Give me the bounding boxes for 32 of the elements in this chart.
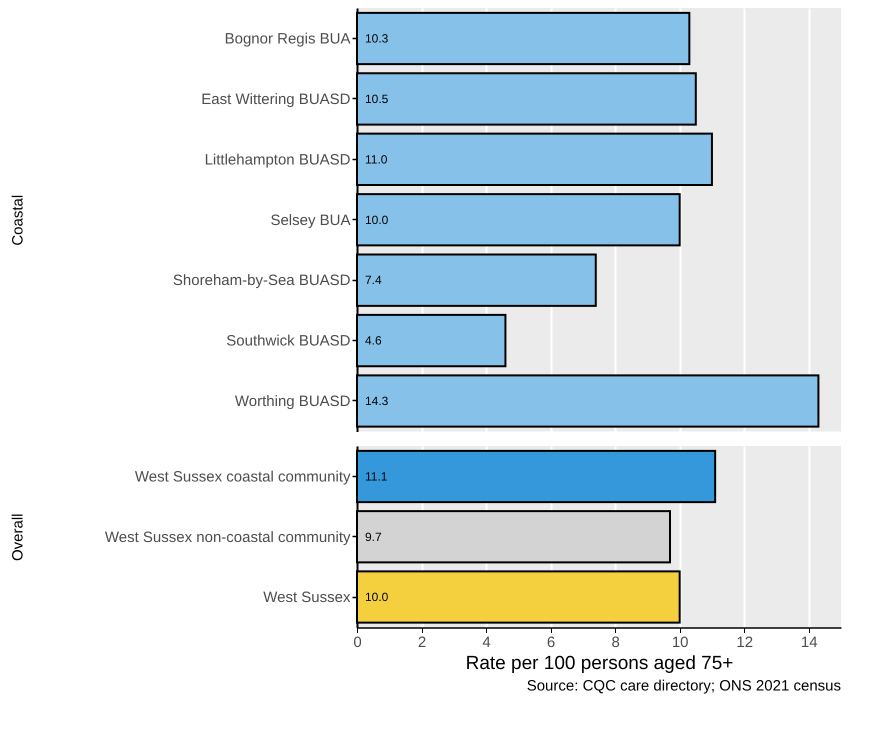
x-tick-label: 6 (546, 634, 556, 651)
x-tick-label: 2 (418, 634, 426, 651)
y-tick-label: East Wittering BUASD (201, 90, 351, 108)
y-tick-label: Selsey BUA (270, 212, 350, 229)
y-tick-label: Littlehampton BUASD (204, 151, 351, 168)
data-label: 10.0 (365, 590, 389, 604)
y-tick-label: Worthing BUASD (234, 392, 351, 410)
data-label: 7.4 (365, 273, 382, 288)
data-label: 11.0 (365, 152, 388, 166)
x-tick-label: 8 (611, 634, 620, 651)
source-note: Source: CQC care directory; ONS 2021 census (526, 678, 841, 694)
x-tick-label: 4 (482, 634, 491, 651)
data-label: 10.3 (365, 32, 389, 46)
data-label: 10.5 (365, 92, 389, 106)
data-label: 14.3 (365, 394, 389, 408)
data-label: 9.7 (365, 530, 382, 544)
data-label: 11.1 (365, 469, 388, 484)
x-tick-label: 14 (800, 634, 818, 651)
y-tick-label: West Sussex coastal community (134, 468, 351, 486)
x-axis-title: Rate per 100 persons aged 75+ (466, 653, 734, 674)
y-tick-label: West Sussex (263, 589, 351, 606)
y-axis-title: Coastal (10, 194, 26, 246)
x-tick-label: 10 (672, 634, 689, 651)
y-tick-label: West Sussex non-coastal community (104, 528, 351, 546)
y-tick-label: Shoreham-by-Sea BUASD (172, 272, 351, 290)
y-axis-title: Overall (10, 513, 26, 562)
y-tick-label: Southwick BUASD (226, 332, 351, 350)
x-tick-label: 12 (736, 634, 754, 651)
y-tick-label: Bognor Regis BUA (224, 30, 350, 48)
data-label: 10.0 (365, 212, 389, 227)
data-label: 4.6 (365, 334, 382, 348)
x-tick-label: 0 (353, 634, 362, 651)
